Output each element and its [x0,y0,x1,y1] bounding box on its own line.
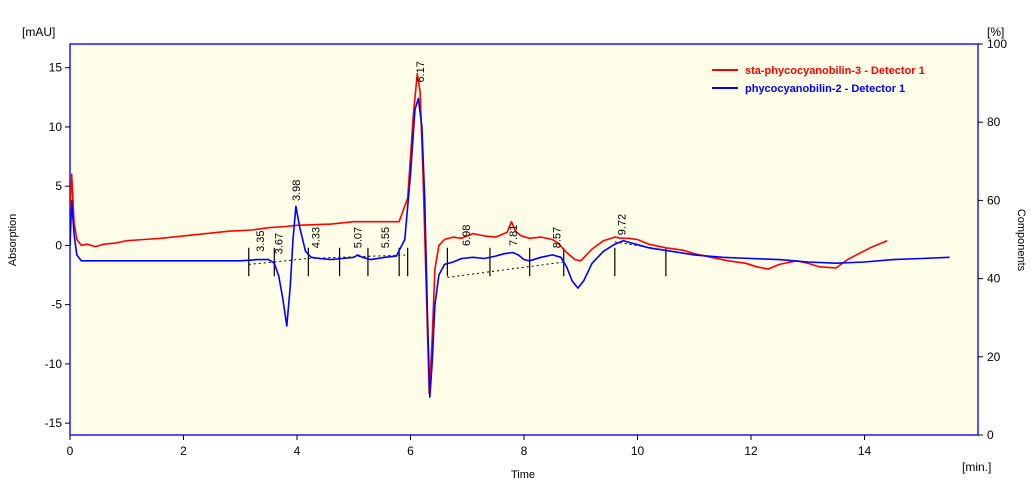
y-unit-label: [mAU] [22,25,55,39]
y2-tick-label: 40 [987,272,1001,286]
y-tick-label: 10 [49,120,63,134]
y-tick-label: 5 [55,179,62,193]
y2-tick-label: 20 [987,350,1001,364]
y2-tick-label: 80 [987,115,1001,129]
y-tick-label: -10 [45,357,63,371]
x-tick-label: 0 [67,444,74,458]
x-axis-title: Time [511,469,535,481]
x-tick-label: 2 [180,444,187,458]
peak-label: 6.98 [461,225,473,246]
peak-label: 6.17 [415,61,427,82]
legend-label-series-1: sta-phycocyanobilin-3 - Detector 1 [745,65,925,77]
series-line-1 [70,72,888,395]
legend-label-series-2: phycocyanobilin-2 - Detector 1 [745,83,905,95]
x-tick-label: 6 [407,444,414,458]
peak-label: 4.33 [311,227,323,248]
axes: 0 2 4 6 8 10 12 14 -15 -10 -5 0 5 10 15 0 20 40 60 80 100 [45,37,1008,458]
y2-tick-label: 0 [987,428,994,442]
y-tick-label: 15 [49,61,63,75]
baseline-segment [308,254,408,259]
peak-label: 5.07 [353,227,365,248]
peak-label: 7.81 [508,225,520,246]
y-tick-label: 0 [55,238,62,252]
legend: sta-phycocyanobilin-3 - Detector 1 phyco… [712,65,925,95]
baseline-segment [274,257,309,263]
peak-label: 3.35 [255,230,267,251]
peak-labels: 3.35 3.67 3.98 4.33 5.07 5.55 6.17 6.98 7.81 8.57… [255,61,628,254]
plot-area [69,43,979,436]
y2-unit-label: [%] [987,25,1004,39]
x-tick-label: 8 [521,444,528,458]
x-unit-label: [min.] [962,460,991,474]
baseline-segment [248,261,275,265]
x-tick-label: 4 [294,444,301,458]
y-axis-title: Absorption [7,214,19,267]
y2-tick-label: 60 [987,193,1001,207]
y-tick-label: -5 [51,298,62,312]
series-lines [70,72,950,398]
peak-label: 3.67 [273,233,285,254]
x-tick-label: 10 [631,444,645,458]
peak-label: 8.57 [551,227,563,248]
peak-label: 9.72 [617,214,629,235]
peak-label: 3.98 [291,180,303,201]
x-tick-label: 14 [858,444,872,458]
y2-axis-title: Components [1015,209,1027,272]
peak-label: 5.55 [380,227,392,248]
x-tick-label: 12 [744,444,758,458]
y2-tick-label: 100 [987,37,1007,51]
series-line-2 [70,97,950,398]
y-tick-label: -15 [45,416,63,430]
